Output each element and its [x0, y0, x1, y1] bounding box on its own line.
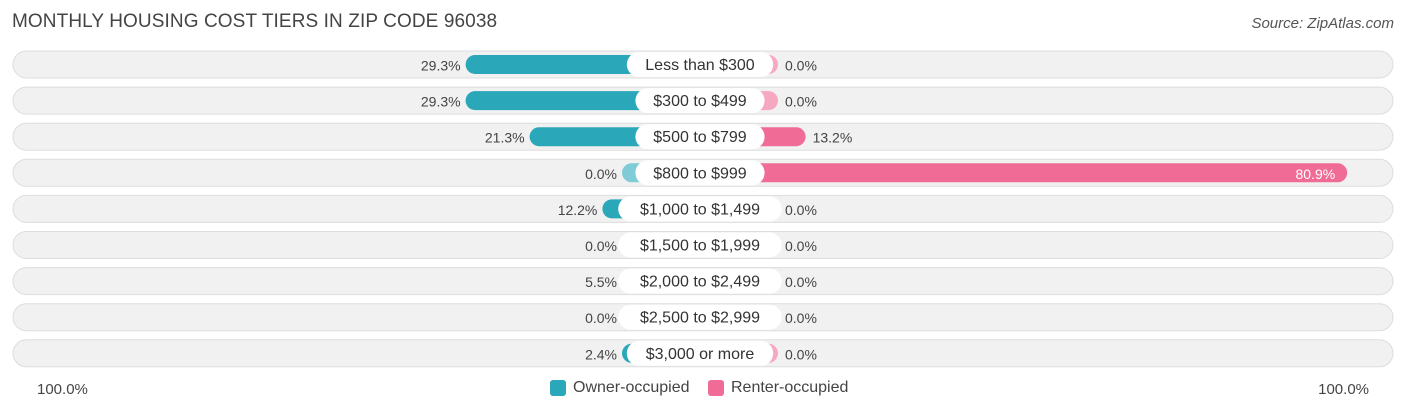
value-label-renter: 0.0%	[785, 238, 817, 254]
value-label-owner: 29.3%	[421, 94, 461, 110]
legend-item-owner-occupied: Owner-occupied	[550, 379, 690, 397]
category-label: $300 to $499	[653, 93, 747, 110]
legend-item-renter-occupied: Renter-occupied	[708, 379, 848, 397]
legend-swatch-renter	[708, 380, 724, 396]
category-pill	[635, 160, 765, 186]
category-label: Less than $300	[645, 57, 755, 74]
value-label-owner: 29.3%	[421, 58, 461, 74]
category-label: $1,000 to $1,499	[640, 201, 760, 218]
value-label-renter: 0.0%	[785, 310, 817, 326]
category-label: $500 to $799	[653, 129, 747, 146]
category-label: $2,000 to $2,499	[640, 274, 760, 291]
category-pill	[618, 232, 782, 258]
category-pill	[618, 304, 782, 330]
category-label: $1,500 to $1,999	[640, 238, 760, 255]
category-pill	[626, 340, 774, 366]
category-label: $800 to $999	[653, 165, 747, 182]
category-pill	[618, 196, 782, 222]
category-pill	[635, 88, 765, 114]
value-label-renter: 0.0%	[785, 202, 817, 218]
value-label-owner: 0.0%	[585, 310, 617, 326]
value-label-owner: 0.0%	[585, 166, 617, 182]
value-label-renter: 0.0%	[785, 58, 817, 74]
axis-right-label: 100.0%	[1318, 381, 1369, 398]
legend-swatch-owner	[550, 380, 566, 396]
value-label-owner: 21.3%	[485, 130, 525, 146]
value-label-renter: 80.9%	[1295, 166, 1335, 182]
value-label-owner: 2.4%	[585, 346, 617, 362]
value-label-renter: 13.2%	[813, 130, 853, 146]
category-pill	[635, 124, 765, 150]
value-label-owner: 5.5%	[585, 274, 617, 290]
diverging-bar-chart: 29.3% 0.0% Less than $300 29.3% 0.0% $300 to …	[12, 50, 1394, 368]
category-label: $3,000 or more	[646, 346, 755, 363]
category-pill	[618, 268, 782, 294]
value-label-owner: 12.2%	[558, 202, 598, 218]
value-label-renter: 0.0%	[785, 274, 817, 290]
value-label-renter: 0.0%	[785, 346, 817, 362]
value-label-renter: 0.0%	[785, 94, 817, 110]
chart-title: MONTHLY HOUSING COST TIERS IN ZIP CODE 9…	[12, 11, 498, 32]
category-label: $2,500 to $2,999	[640, 310, 760, 327]
chart-source: Source: ZipAtlas.com	[1251, 15, 1394, 32]
axis-left-label: 100.0%	[37, 381, 88, 398]
value-label-owner: 0.0%	[585, 238, 617, 254]
legend-label-renter: Renter-occupied	[731, 379, 849, 396]
legend-label-owner: Owner-occupied	[573, 379, 690, 396]
bar-renter-occupied	[700, 163, 1348, 183]
legend: Owner-occupied Renter-occupied	[0, 379, 1406, 401]
category-pill	[626, 52, 774, 77]
